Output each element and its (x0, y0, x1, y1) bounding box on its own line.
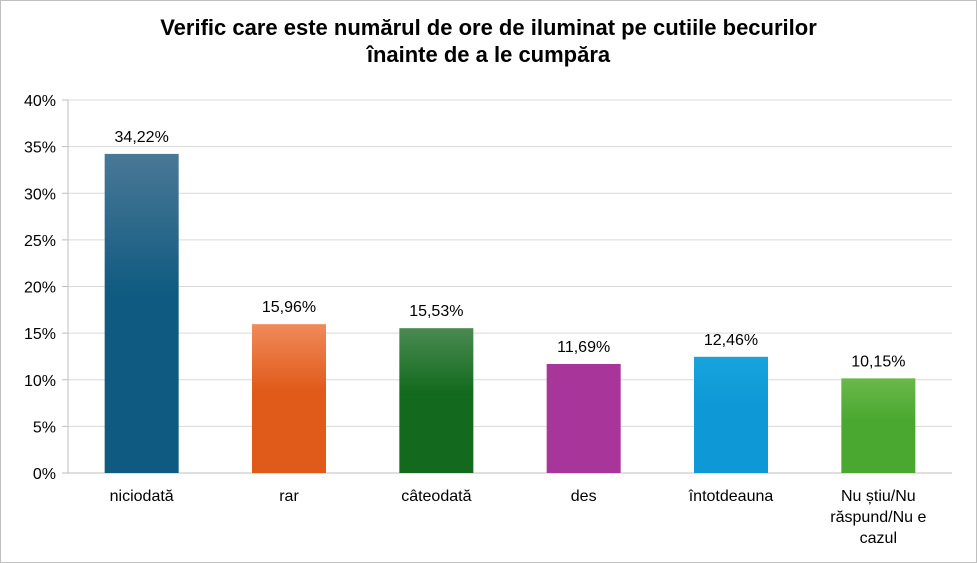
x-tick-label: răspund/Nu e (830, 509, 926, 526)
x-tick-label: des (571, 488, 597, 505)
chart-title-line-2: înainte de a le cumpăra (366, 42, 611, 67)
gridlines (62, 99, 952, 474)
y-tick-label: 20% (24, 280, 56, 297)
data-label: 12,46% (704, 332, 758, 349)
y-tick-label: 10% (24, 373, 56, 390)
bar (399, 328, 474, 473)
x-tick-label: rar (279, 488, 299, 505)
bar (252, 324, 326, 473)
labels: 0% 5% 10% 15% 20% 25% 30% 35% 40% 34,22% niciodată… (24, 93, 926, 547)
chart-title-line-1: Verific care este numărul de ore de ilum… (160, 15, 817, 40)
data-label: 15,53% (409, 303, 463, 320)
y-tick-label: 0% (33, 466, 56, 483)
y-tick-label: 30% (24, 186, 56, 203)
bar (694, 356, 768, 473)
y-tick-label: 25% (24, 233, 56, 250)
y-tick-label: 15% (24, 326, 56, 343)
x-tick-label: niciodată (110, 488, 174, 505)
y-tick-label: 5% (33, 419, 56, 436)
data-label: 10,15% (851, 353, 905, 370)
chart-title: Verific care este numărul de ore de ilum… (0, 14, 977, 68)
x-tick-label: Nu știu/Nu (841, 488, 916, 505)
data-label: 15,96% (262, 299, 316, 316)
y-tick-label: 35% (24, 140, 56, 157)
x-tick-label: cazul (860, 530, 897, 547)
bar (104, 153, 179, 473)
data-label: 11,69% (557, 339, 610, 356)
x-tick-label: câteodată (401, 488, 471, 505)
bar (546, 363, 621, 473)
bars (104, 153, 916, 473)
data-label: 34,22% (115, 129, 169, 146)
y-tick-label: 40% (24, 93, 56, 110)
x-tick-label: întotdeauna (688, 488, 774, 505)
bar (841, 378, 916, 473)
